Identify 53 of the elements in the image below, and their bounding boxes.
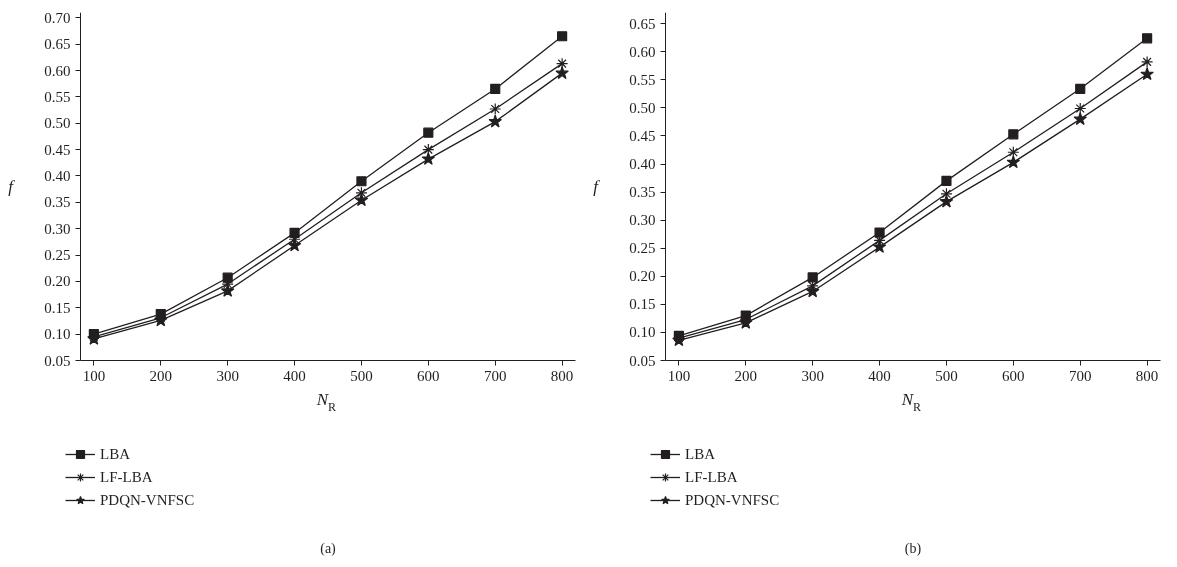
y-tick-label: 0.15 bbox=[44, 299, 71, 316]
y-axis-title: f bbox=[8, 177, 16, 196]
y-tick-label: 0.25 bbox=[44, 247, 71, 264]
x-tick-label: 100 bbox=[667, 367, 691, 384]
y-axis-title: f bbox=[593, 177, 601, 196]
text: (b) bbox=[904, 540, 922, 557]
x-tick-label: 200 bbox=[734, 367, 758, 384]
x-tick-label: 600 bbox=[417, 367, 440, 384]
y-tick-label: 0.10 bbox=[44, 326, 71, 343]
legend-label: LF-LBA bbox=[685, 468, 738, 486]
y-tick-label: 0.40 bbox=[629, 156, 656, 173]
y-tick-label: 0.55 bbox=[44, 88, 71, 105]
y-tick-label: 0.35 bbox=[629, 184, 656, 201]
x-tick-label: 500 bbox=[935, 367, 958, 384]
y-tick-label: 0.50 bbox=[629, 99, 656, 116]
x-tick-label: 300 bbox=[216, 367, 239, 384]
legend-label: LBA bbox=[100, 445, 130, 463]
x-tick-label: 700 bbox=[483, 367, 507, 384]
x-tick-label: 400 bbox=[283, 367, 306, 384]
y-tick-label: 0.60 bbox=[629, 43, 656, 60]
y-tick-label: 0.05 bbox=[629, 352, 656, 369]
legend-label: PDQN-VNFSC bbox=[100, 491, 195, 509]
y-tick-label: 0.45 bbox=[629, 127, 656, 144]
x-tick-label: 500 bbox=[350, 367, 373, 384]
y-tick-label: 0.40 bbox=[44, 167, 71, 184]
y-tick-label: 0.60 bbox=[44, 62, 71, 79]
y-tick-label: 0.30 bbox=[44, 220, 71, 237]
y-tick-label: 0.45 bbox=[44, 141, 71, 158]
x-tick-label: 400 bbox=[868, 367, 891, 384]
legend-label: LF-LBA bbox=[100, 468, 153, 486]
legend-label: PDQN-VNFSC bbox=[685, 491, 780, 509]
text: (a) bbox=[320, 540, 337, 557]
y-tick-label: 0.65 bbox=[44, 36, 71, 53]
x-tick-label: 200 bbox=[149, 367, 173, 384]
x-tick-label: 800 bbox=[550, 367, 574, 384]
y-tick-label: 0.65 bbox=[629, 15, 656, 32]
x-tick-label: 300 bbox=[801, 367, 824, 384]
x-tick-label: 800 bbox=[1135, 367, 1159, 384]
y-tick-label: 0.35 bbox=[44, 194, 71, 211]
y-tick-label: 0.10 bbox=[629, 324, 656, 341]
y-tick-label: 0.20 bbox=[44, 273, 71, 290]
y-tick-label: 0.20 bbox=[629, 268, 656, 285]
y-tick-label: 0.50 bbox=[44, 115, 71, 132]
y-tick-label: 0.25 bbox=[629, 240, 656, 257]
y-tick-label: 0.15 bbox=[629, 296, 656, 313]
x-tick-label: 100 bbox=[82, 367, 106, 384]
y-tick-label: 0.70 bbox=[44, 9, 71, 26]
x-tick-label: 600 bbox=[1002, 367, 1025, 384]
x-tick-label: 700 bbox=[1068, 367, 1092, 384]
y-tick-label: 0.05 bbox=[44, 352, 71, 369]
y-tick-label: 0.30 bbox=[629, 212, 656, 229]
y-tick-label: 0.55 bbox=[629, 71, 656, 88]
legend-label: LBA bbox=[685, 445, 715, 463]
